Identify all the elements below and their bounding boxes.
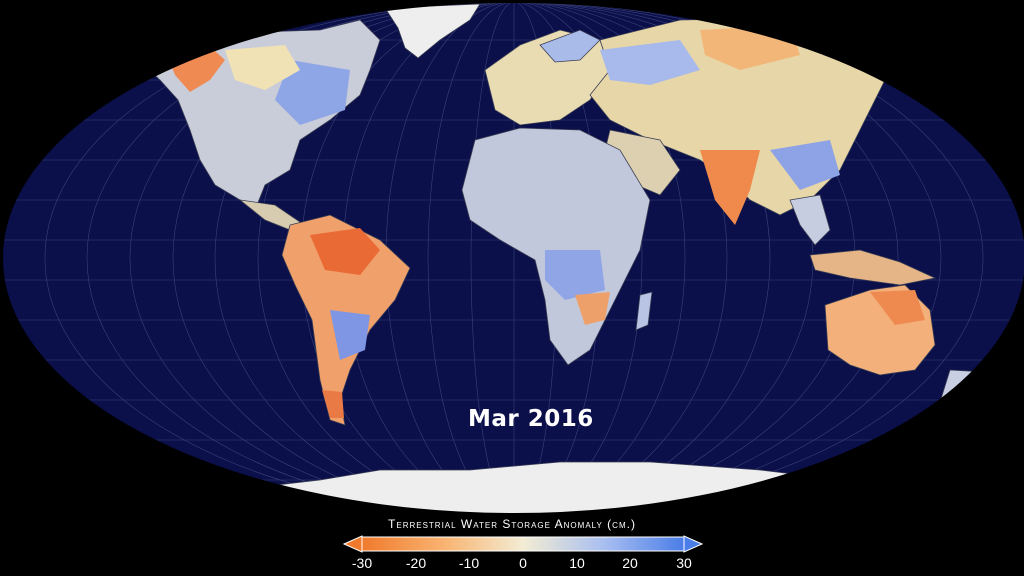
africa-deficit [575,292,610,325]
asia-surplus [600,40,700,85]
greenland [384,3,481,59]
legend-tick: -10 [458,555,480,571]
madagascar [635,291,653,331]
china-surplus [770,140,840,190]
legend-tick: -20 [405,555,427,571]
legend-tick: 30 [676,555,692,571]
patagonia-deficit [322,390,344,418]
legend-tick: 0 [519,555,527,571]
indonesia [809,249,937,286]
australia-deficit [870,290,925,325]
globe-outline [1,1,1024,515]
north-america-neutral [225,45,300,90]
legend-arrow-left-icon [342,535,363,553]
southeast-asia [789,194,831,246]
legend-tick: -30 [351,555,373,571]
legend-arrow-right-icon [683,535,704,553]
india-deficit [700,150,760,225]
south-america-deficit [310,228,380,275]
date-label: Mar 2016 [468,406,594,432]
legend-bar [342,535,704,553]
north-america-surplus [275,60,350,125]
legend-tick: 20 [622,555,638,571]
scandinavia [539,29,601,63]
south-america-surplus [330,310,370,360]
legend-title: Terrestrial Water Storage Anomaly (cm.) [388,517,636,531]
legend-tick: 10 [569,555,585,571]
africa-surplus [545,250,605,300]
